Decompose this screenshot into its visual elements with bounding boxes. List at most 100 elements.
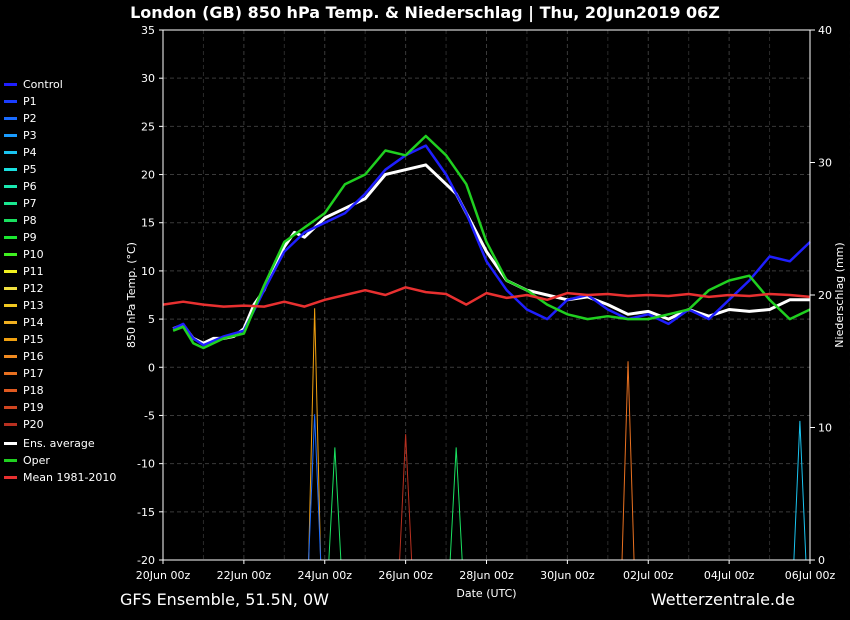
x-tick-label: 26Jun 00z: [378, 569, 433, 582]
legend-swatch: [4, 134, 17, 137]
legend-swatch: [4, 83, 17, 86]
legend-swatch: [4, 168, 17, 171]
y2-axis-label: Niederschlag (mm): [833, 242, 846, 347]
legend-swatch: [4, 338, 17, 341]
precip-spike: [793, 420, 807, 561]
series-line: [162, 286, 811, 308]
legend-label: P10: [23, 248, 44, 261]
legend-label: Mean 1981-2010: [23, 471, 117, 484]
legend-item: P1: [4, 93, 116, 110]
legend-label: P13: [23, 299, 44, 312]
precip-spike: [449, 447, 463, 561]
legend-item: P15: [4, 331, 116, 348]
y2-tick-label: 10: [818, 422, 832, 435]
legend-swatch: [4, 117, 17, 120]
legend-item: P11: [4, 263, 116, 280]
legend-item: P8: [4, 212, 116, 229]
legend-item: P18: [4, 382, 116, 399]
x-tick-label: 24Jun 00z: [298, 569, 353, 582]
precip-spike: [621, 361, 635, 561]
y2-tick-label: 30: [818, 157, 832, 170]
x-tick-label: 02Jul 00z: [623, 569, 674, 582]
legend-label: Ens. average: [23, 437, 95, 450]
legend-label: Control: [23, 78, 63, 91]
y-tick-label: 35: [141, 24, 155, 37]
y-tick-label: 20: [141, 169, 155, 182]
legend-swatch: [4, 151, 17, 154]
legend-label: P4: [23, 146, 37, 159]
x-tick-label: 04Jul 00z: [704, 569, 755, 582]
legend-item: P9: [4, 229, 116, 246]
legend-item: Mean 1981-2010: [4, 469, 116, 486]
x-tick-label: 28Jun 00z: [459, 569, 514, 582]
legend-label: P2: [23, 112, 37, 125]
precipitation-series: [308, 308, 807, 561]
legend-swatch: [4, 372, 17, 375]
series-line: [172, 134, 811, 350]
legend-item: Oper: [4, 452, 116, 469]
axes: 35 30 25 20 15 10 5 0 -5 -10 -15 -20 40 30 20 10 0 20Jun …: [125, 24, 846, 600]
y-tick-label: -15: [137, 506, 155, 519]
legend-item: P7: [4, 195, 116, 212]
legend-label: P6: [23, 180, 37, 193]
legend-swatch: [4, 100, 17, 103]
x-axis-label: Date (UTC): [456, 587, 516, 600]
legend-label: P9: [23, 231, 37, 244]
legend-label: P11: [23, 265, 44, 278]
y2-tick-label: 20: [818, 289, 832, 302]
precip-spike: [328, 447, 342, 561]
chart-title: London (GB) 850 hPa Temp. & Niederschlag…: [130, 3, 720, 22]
legend-swatch: [4, 253, 17, 256]
legend-swatch: [4, 287, 17, 290]
legend-swatch: [4, 270, 17, 273]
legend-swatch: [4, 442, 17, 445]
precip-spike: [308, 414, 322, 561]
y-tick-label: 5: [148, 313, 155, 326]
y-tick-label: 25: [141, 120, 155, 133]
legend-item: P6: [4, 178, 116, 195]
legend-label: P5: [23, 163, 37, 176]
legend-item: P16: [4, 348, 116, 365]
precip-spike: [399, 434, 413, 561]
x-tick-label: 22Jun 00z: [217, 569, 272, 582]
legend-swatch: [4, 476, 17, 479]
legend-swatch: [4, 459, 17, 462]
legend-label: P12: [23, 282, 44, 295]
legend-swatch: [4, 202, 17, 205]
legend-label: P19: [23, 401, 44, 414]
legend-swatch: [4, 321, 17, 324]
legend: Control P1 P2 P3 P4 P5 P6 P7 P8 P9 P10 P11 P12 P13 P14…: [4, 76, 116, 486]
legend-label: P20: [23, 418, 44, 431]
legend-item: P13: [4, 297, 116, 314]
x-tick-label: 06Jul 00z: [785, 569, 836, 582]
model-info: GFS Ensemble, 51.5N, 0W: [120, 590, 329, 609]
legend-item: P20: [4, 416, 116, 433]
y-tick-label: 10: [141, 265, 155, 278]
legend-item: Ens. average: [4, 435, 116, 452]
legend-label: P14: [23, 316, 44, 329]
legend-item: P19: [4, 399, 116, 416]
legend-item: P17: [4, 365, 116, 382]
legend-item: P14: [4, 314, 116, 331]
legend-item: P2: [4, 110, 116, 127]
y-tick-label: -5: [144, 409, 155, 422]
legend-label: P3: [23, 129, 37, 142]
legend-swatch: [4, 423, 17, 426]
y-tick-label: -20: [137, 554, 155, 567]
y-axis-label: 850 hPa Temp. (°C): [125, 242, 138, 348]
legend-swatch: [4, 236, 17, 239]
legend-label: Oper: [23, 454, 50, 467]
y2-tick-label: 0: [818, 554, 825, 567]
legend-item: P12: [4, 280, 116, 297]
legend-item: P4: [4, 144, 116, 161]
y2-tick-label: 40: [818, 24, 832, 37]
precip-spike: [308, 308, 322, 561]
y-tick-label: 0: [148, 361, 155, 374]
legend-label: P17: [23, 367, 44, 380]
temperature-series: [162, 134, 811, 350]
series-line: [172, 144, 811, 347]
y-tick-label: 30: [141, 72, 155, 85]
legend-swatch: [4, 219, 17, 222]
legend-item: P3: [4, 127, 116, 144]
